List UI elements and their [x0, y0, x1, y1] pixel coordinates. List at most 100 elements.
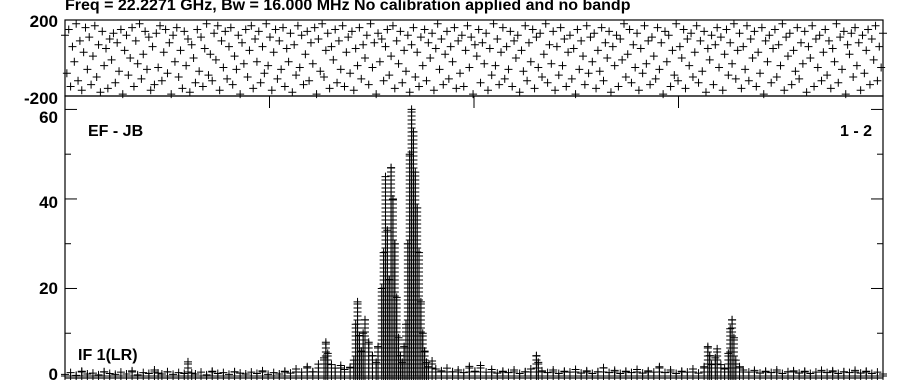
phase-point — [815, 31, 824, 40]
phase-point — [236, 90, 245, 99]
phase-point — [657, 38, 666, 47]
phase-point — [183, 35, 192, 43]
amplitude-point — [761, 367, 770, 376]
amplitude-point — [605, 368, 614, 377]
amplitude-point — [105, 369, 114, 378]
phase-point — [374, 29, 383, 38]
phase-point — [407, 40, 416, 49]
phase-point — [739, 42, 748, 51]
amplitude-point — [128, 366, 137, 375]
phase-point — [839, 27, 848, 36]
phase-point — [703, 44, 712, 53]
phase-point — [394, 59, 403, 68]
phase-point — [204, 71, 213, 80]
phase-point — [586, 33, 595, 42]
amplitude-point — [100, 367, 109, 376]
phase-point — [146, 86, 155, 95]
phase-point — [185, 88, 194, 97]
phase-point — [90, 21, 99, 30]
phase-point — [517, 46, 526, 55]
phase-point — [131, 36, 140, 45]
amplitude-point — [726, 324, 735, 333]
phase-point — [344, 33, 353, 42]
phase-point — [459, 82, 468, 91]
amplitude-axis-ticks — [65, 96, 883, 379]
amplitude-point — [303, 362, 312, 371]
phase-point — [238, 38, 247, 47]
phase-point — [765, 31, 774, 40]
phase-point — [428, 29, 437, 38]
amplitude-point — [416, 297, 425, 306]
phase-point — [105, 35, 114, 43]
phase-point — [379, 76, 388, 85]
phase-point — [847, 29, 856, 38]
phase-point — [834, 78, 843, 87]
phase-point — [845, 50, 854, 59]
amplitude-point — [183, 357, 192, 366]
amplitude-point — [353, 297, 362, 306]
phase-point — [327, 42, 336, 51]
phase-point — [649, 52, 658, 61]
phase-point — [690, 48, 699, 57]
phase-point — [400, 46, 409, 55]
phase-point — [64, 25, 73, 34]
phase-point — [429, 86, 438, 95]
amplitude-point — [705, 351, 714, 360]
phase-point — [61, 31, 69, 40]
phase-point — [592, 84, 601, 93]
amplitude-point — [236, 369, 245, 378]
phase-point — [858, 31, 867, 40]
phase-point — [634, 86, 643, 95]
phase-point — [79, 48, 88, 57]
phase-point — [741, 65, 750, 74]
phase-point — [299, 80, 308, 89]
phase-point — [608, 42, 617, 51]
phase-point — [588, 57, 597, 66]
phase-point — [640, 21, 649, 30]
amplitude-point — [88, 369, 97, 378]
phase-point — [101, 44, 110, 53]
phase-point — [536, 29, 545, 38]
phase-point — [659, 90, 668, 99]
phase-point — [372, 90, 381, 99]
phase-point — [836, 33, 845, 42]
phase-point — [362, 31, 371, 40]
amplitude-point — [577, 369, 586, 378]
amplitude-point — [66, 368, 75, 377]
phase-point — [142, 65, 151, 74]
amplitude-point — [672, 369, 681, 378]
phase-point — [251, 35, 260, 43]
phase-point — [282, 44, 291, 53]
amplitude-point — [817, 366, 826, 375]
phase-point — [852, 61, 861, 70]
amplitude-point — [767, 368, 776, 377]
phase-point — [92, 73, 101, 81]
amplitude-point — [707, 360, 716, 369]
phase-point — [411, 73, 420, 81]
phase-point — [88, 52, 97, 61]
phase-point — [392, 36, 401, 45]
phase-point — [258, 42, 267, 51]
phase-point — [731, 74, 740, 83]
phase-point — [638, 69, 647, 78]
phase-point — [515, 88, 524, 97]
phase-point — [232, 65, 241, 74]
amplitude-point — [323, 349, 332, 358]
phase-point — [144, 33, 153, 42]
amplitude-point — [666, 365, 675, 374]
phase-panel: 200 -200 — [24, 12, 887, 108]
phase-point — [495, 80, 504, 89]
amplitude-point — [94, 370, 103, 379]
phase-point — [599, 76, 608, 85]
phase-point — [662, 57, 671, 66]
amplitude-point — [320, 353, 329, 362]
amplitude-ytick-60: 60 — [39, 108, 58, 127]
amplitude-point — [454, 365, 463, 374]
phase-point — [187, 40, 196, 49]
amplitude-point — [197, 368, 206, 377]
phase-point — [226, 23, 235, 32]
amplitude-point — [504, 368, 513, 377]
phase-point — [405, 88, 414, 97]
phase-point — [668, 46, 677, 55]
